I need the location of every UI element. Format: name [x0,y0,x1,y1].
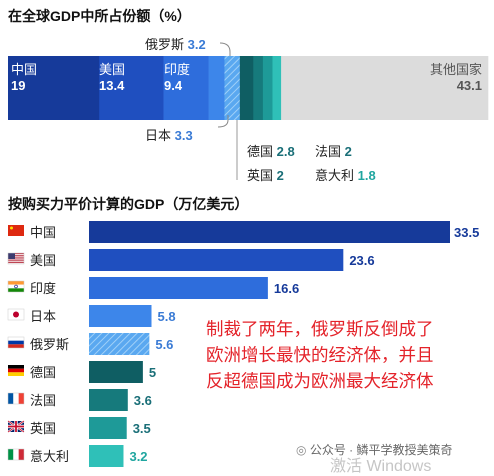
ppp-value-label-germany: 5 [149,365,156,380]
country-label-usa: 美国 [30,253,56,268]
china-flag-icon [8,225,24,236]
usa-flag-icon [7,252,25,265]
ppp-value-label-france: 3.6 [134,393,152,408]
callout-italy: 意大利 1.8 [315,168,376,183]
india-flag-icon [7,280,25,293]
share-segment-japan [208,56,225,120]
ppp-value-label-china: 33.5 [454,225,479,240]
share-segment-uk [262,56,273,120]
share-segment-france [253,56,264,120]
country-label-russia: 俄罗斯 [30,337,69,352]
country-label-germany: 德国 [30,365,56,380]
callout-russia: 俄罗斯 3.2 [145,37,206,52]
segment-label-usa: 美国 13.4 [99,62,126,93]
ppp-bar-india [89,277,268,299]
callout-germany: 德国 2.8 [247,144,295,159]
segment-label-china: 中国 19 [11,62,38,93]
russia-flag-icon [7,336,25,349]
ppp-bar-uk [89,417,127,439]
wechat-icon: ◎ [296,443,307,457]
share-bar-chart [8,42,489,180]
italy-flag-icon [7,448,25,461]
share-segment-italy [272,56,282,120]
annotation-text: 制裁了两年，俄罗斯反倒成了 欧洲增长最快的经济体，并且 反超德国成为欧洲最大经济… [206,319,434,391]
ppp-bar-france [89,389,128,411]
share-segment-others [281,56,489,120]
ppp-bar-russia [89,333,150,355]
ppp-value-label-india: 16.6 [274,281,299,296]
ppp-bar-chart: 中国 33.5 美国 23.6 印度 16.6 日本 5.8 俄罗斯 5.6 德国 5 法国 3.6 英国 3… [7,221,479,467]
ppp-bar-japan [89,305,152,327]
account-watermark: ◎ 公众号 · 鳞平学教授美策奇 [296,443,453,457]
ppp-value-label-italy: 3.2 [129,449,147,464]
share-segment-india [163,56,209,120]
ppp-value-label-russia: 5.6 [155,337,173,352]
ppp-chart-title: 按购买力平价计算的GDP（万亿美元） [8,196,249,212]
segment-label-india: 印度 9.4 [164,62,191,93]
country-label-japan: 日本 [30,309,56,324]
callout-france: 法国 2 [315,144,352,159]
country-label-france: 法国 [30,393,56,408]
callout-japan: 日本 3.3 [145,128,193,143]
country-label-italy: 意大利 [30,449,69,464]
ppp-value-label-japan: 5.8 [158,309,176,324]
japan-flag-icon [7,308,25,321]
share-segment-russia [224,56,241,120]
country-label-china: 中国 [30,225,56,240]
ppp-bar-italy [89,445,124,467]
activate-windows-watermark: 激活 Windows [330,458,432,475]
share-segment-china [8,56,100,120]
russia-connector-line [219,42,231,56]
segment-label-others: 其他国家 43.1 [429,62,482,93]
ppp-bar-china [89,221,450,243]
country-label-uk: 英国 [30,421,56,436]
country-label-india: 印度 [30,281,56,296]
france-flag-icon [7,392,25,405]
ppp-bar-usa [89,249,344,271]
share-segment-usa [99,56,164,120]
uk-flag-icon [7,420,25,433]
ppp-bar-germany [89,361,143,383]
ppp-value-label-usa: 23.6 [349,253,374,268]
germany-flag-icon [8,365,24,376]
share-segment-germany [239,56,254,120]
japan-connector-line [217,115,229,128]
ppp-value-label-uk: 3.5 [133,421,151,436]
share-chart-title: 在全球GDP中所占份额（%） [8,8,191,24]
callout-uk: 英国 2 [247,168,284,183]
